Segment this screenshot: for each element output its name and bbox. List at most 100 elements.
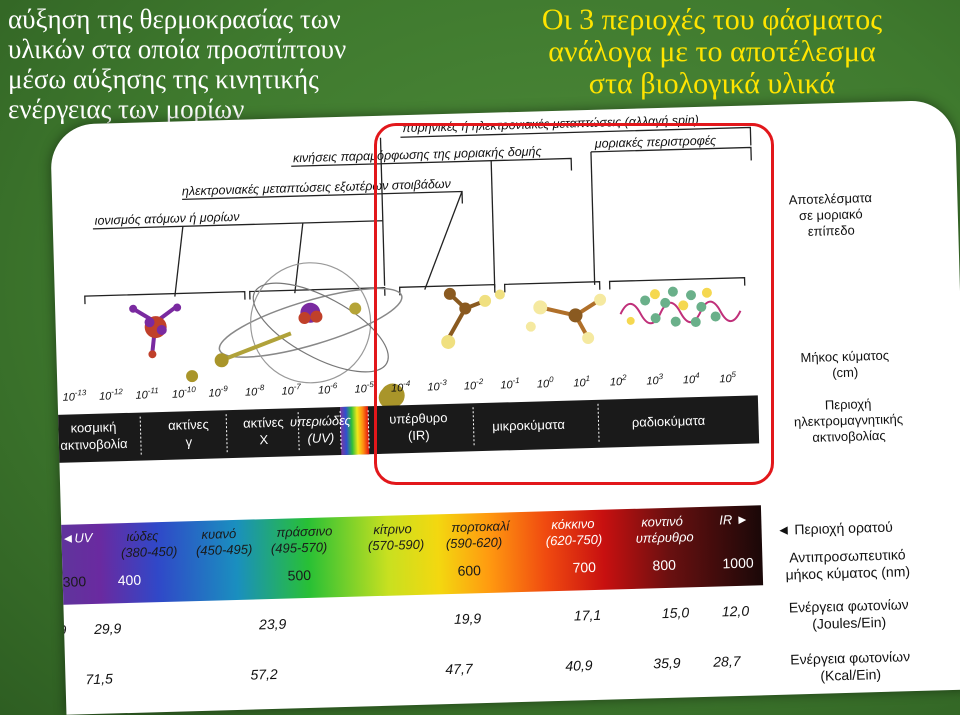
wavelength-tick-label: 10-11 (135, 386, 159, 402)
wavelength-tick-label: 10-8 (245, 383, 265, 399)
em-region-label: ακτίνες (243, 415, 284, 431)
em-region-divider (139, 416, 142, 457)
visible-band-name: κυανό (201, 526, 236, 542)
energy-joules-value: 29,9 (93, 620, 122, 637)
energy-joules-values: 39,9 29,9 23,9 19,9 17,1 15,0 12,0 (50, 603, 750, 639)
effect-brackets (84, 126, 752, 305)
energy-joules-value: 15,0 (662, 604, 690, 621)
right-labels: Αποτελέσματα σε μοριακό επίπεδο Μήκος κύ… (776, 190, 910, 684)
visible-band-name: ◄UV (61, 530, 94, 546)
em-region-label: (IR) (408, 428, 430, 444)
nm-value: 800 (652, 557, 676, 574)
nm-value: 500 (287, 567, 311, 584)
caption-line: αύξηση της θερμοκρασίας των (8, 4, 341, 34)
em-region-label: ακτίνες (168, 417, 209, 433)
energy-joules-value: 12,0 (722, 603, 750, 620)
visible-band-range: (450-495) (196, 542, 253, 559)
visible-band-range: (380-450) (121, 544, 178, 561)
label-wavelength: Μήκος κύματος (800, 348, 889, 365)
wavelength-tick-label: 10-10 (172, 385, 197, 401)
effect-label-rotation: μοριακές περιστροφές (594, 133, 718, 150)
wavelength-tick-label: 10-5 (354, 380, 374, 396)
em-region-divider (339, 410, 342, 452)
em-region-label: ακτινοβολία (60, 436, 128, 453)
title-line: στα βιολογικά υλικά (588, 67, 836, 100)
wavelength-tick-label: 10-12 (99, 387, 124, 403)
energy-kcal-value: 40,9 (565, 657, 593, 674)
spectrum-diagram: πυρηνικές ή ηλεκτρονιακές μεταπτώσεις (α… (50, 99, 960, 715)
em-region-divider (367, 410, 370, 451)
effect-label-ionization: ιονισμός ατόμων ή μορίων (94, 210, 240, 228)
wavelength-tick-label: 10-6 (318, 381, 338, 397)
energy-joules-value: 17,1 (574, 607, 602, 624)
spectrum-diagram-svg: πυρηνικές ή ηλεκτρονιακές μεταπτώσεις (α… (50, 113, 910, 689)
nm-value: 400 (118, 572, 142, 589)
label-representative-wavelength: μήκος κύματος (nm) (785, 563, 910, 582)
label-molecular-effects: επίπεδο (808, 223, 855, 239)
wavelength-tick-label: 10-9 (208, 384, 228, 400)
em-region-label: υπέρθυρο (389, 410, 448, 427)
em-region-divider (597, 403, 600, 444)
label-representative-wavelength: Αντιπροσωπευτικό (789, 546, 906, 565)
em-region-label: υπεριώδες (290, 413, 352, 430)
caption-line: μέσω αύξησης της κινητικής (8, 64, 319, 94)
label-energy-kcal: Ενέργεια φωτονίων (790, 648, 910, 667)
title-line: Οι 3 περιοχές του φάσματος (541, 3, 883, 36)
em-region-label: Χ (259, 432, 268, 447)
nm-value: 300 (63, 573, 87, 590)
em-band (50, 395, 760, 464)
label-molecular-effects: Αποτελέσματα (789, 190, 873, 207)
em-region-label: κοσμική (70, 419, 116, 435)
energy-joules-value: 19,9 (454, 610, 482, 627)
energy-kcal-value: 47,7 (445, 660, 474, 677)
nm-value: 700 (572, 559, 596, 576)
slide-title: Οι 3 περιοχές του φάσματος ανάλογα με το… (472, 4, 952, 100)
nm-values: 300 400 500 600 700 800 1000 (63, 555, 755, 590)
wavelength-tick-label: 10-13 (62, 388, 87, 404)
energy-kcal-value: 71,5 (85, 670, 113, 687)
energy-joules-value: 39,9 (50, 622, 67, 639)
em-region-label: γ (185, 434, 192, 449)
energy-kcal-value: 35,9 (653, 655, 681, 672)
nm-value: 1000 (722, 555, 754, 572)
em-region-divider (225, 414, 228, 455)
visible-band-name: κοντινό (641, 513, 683, 529)
effect-label-deformation: κινήσεις παραμόρφωσης της μοριακής δομής (293, 144, 543, 165)
visible-band-name: κόκκινο (551, 516, 595, 532)
visible-band-range: (570-590) (368, 537, 425, 554)
em-region-divider (297, 412, 300, 453)
highlight-box (374, 123, 774, 485)
molecule-illustration-deformation (441, 287, 505, 349)
em-region-label: ραδιοκύματα (632, 413, 706, 430)
visible-band-range: (620-750) (546, 532, 603, 549)
label-wavelength: (cm) (832, 365, 858, 381)
energy-kcal-values: 95,0 71,5 57,2 47,7 40,9 35,9 28,7 (50, 653, 742, 689)
wavelength-tick-label: 10-7 (281, 382, 301, 398)
label-molecular-effects: σε μοριακό (799, 206, 863, 223)
visible-band-name: πράσσινο (276, 523, 332, 540)
caption-line: ενέργειας των μορίων (8, 94, 245, 124)
energy-kcal-value: 28,7 (712, 653, 742, 670)
label-em-region: ηλεκτρομαγνητικής (794, 411, 903, 429)
energy-kcal-value: 57,2 (250, 666, 278, 683)
label-em-region: ακτινοβολίας (812, 428, 886, 445)
label-energy-kcal: (Kcal/Ein) (820, 666, 881, 684)
visible-band-range: (590-620) (446, 535, 503, 552)
molecule-illustration-nmr (619, 286, 742, 328)
em-region-labels: κοσμικήακτινοβολίαακτίνεςγακτίνεςΧυπεριώ… (60, 403, 706, 457)
em-region-label: (UV) (307, 430, 334, 446)
caption-line: υλικών στα οποία προσπίπτουν (8, 34, 347, 64)
label-visible-region: ◄ Περιοχή ορατού (776, 519, 893, 538)
label-em-region: Περιοχή (825, 396, 872, 412)
label-energy-joules: Ενέργεια φωτονίων (789, 596, 909, 615)
visible-rainbow-strip (339, 406, 370, 455)
molecule-illustration-rotation (525, 293, 607, 345)
visible-band-name: κίτρινο (373, 521, 412, 537)
visible-band-name: πορτοκαλί (451, 518, 510, 535)
visible-band-name: IR ► (719, 512, 749, 528)
visible-band-labels: ◄UV ιώδες(380-450)κυανό(450-495)πράσσινο(… (61, 512, 749, 561)
visible-band-range: υπέρυθρο (636, 529, 694, 546)
molecule-illustration-ionization (129, 303, 182, 359)
nm-value: 600 (457, 562, 481, 579)
em-region-divider (472, 407, 475, 448)
